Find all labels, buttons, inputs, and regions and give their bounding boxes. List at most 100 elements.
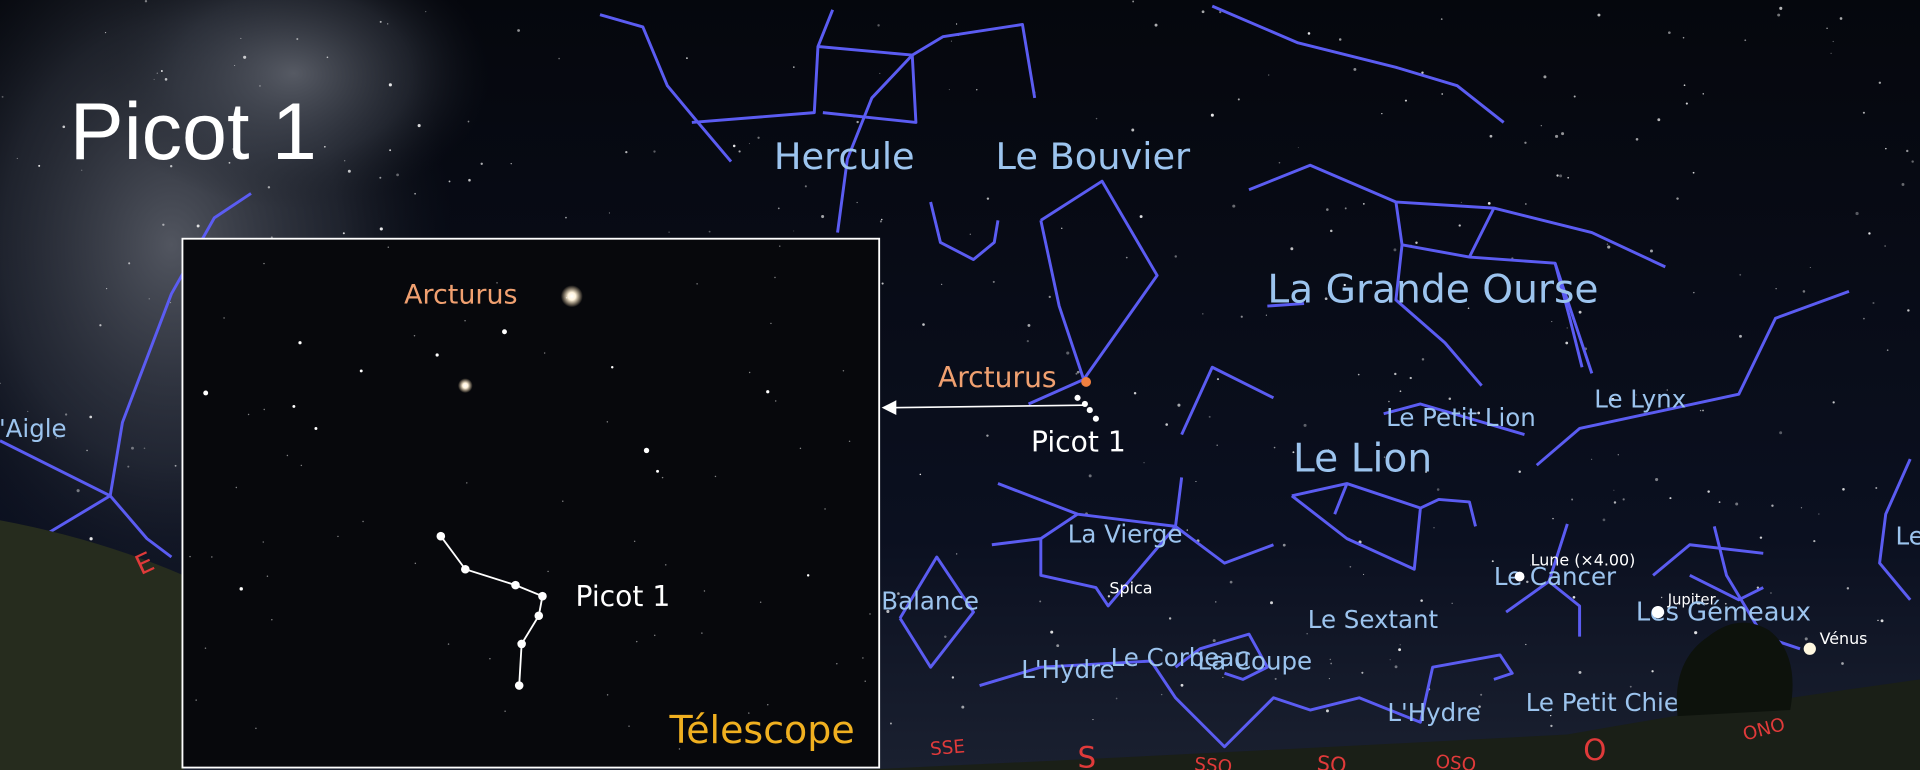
star	[197, 225, 200, 228]
star	[881, 219, 883, 221]
star	[1461, 202, 1462, 203]
star	[1833, 41, 1834, 42]
star	[327, 56, 329, 58]
star	[1613, 490, 1614, 491]
star	[243, 56, 246, 59]
sky-label: La Vierge	[1068, 519, 1183, 548]
star	[149, 298, 150, 299]
star	[1863, 112, 1865, 114]
star	[970, 234, 971, 235]
star	[106, 288, 107, 289]
faint-star	[504, 711, 505, 712]
faint-star	[271, 619, 272, 620]
faint-star	[767, 704, 768, 705]
star	[1161, 694, 1162, 695]
star	[1775, 288, 1776, 289]
sky-label: L'Hydre	[1021, 655, 1114, 684]
star	[1840, 17, 1843, 20]
faint-star	[189, 556, 190, 557]
star	[268, 186, 270, 188]
star	[1623, 498, 1625, 500]
star	[1061, 228, 1062, 229]
star	[1771, 505, 1773, 507]
sky-label: Le	[1896, 522, 1920, 551]
star	[348, 170, 351, 173]
faint-star	[800, 448, 801, 449]
faint-star	[779, 245, 780, 246]
faint-star	[775, 400, 776, 401]
star	[1810, 267, 1811, 268]
star	[1093, 416, 1099, 422]
star	[127, 466, 129, 468]
star	[468, 179, 471, 182]
star	[1241, 316, 1243, 318]
star	[1082, 401, 1088, 407]
star	[1361, 672, 1363, 674]
inset-star	[203, 391, 208, 396]
star	[805, 185, 807, 187]
compass-label: S	[1078, 741, 1097, 770]
star	[1779, 7, 1782, 10]
star	[1075, 373, 1077, 375]
star	[1266, 315, 1267, 316]
compass-label: OSO	[1435, 752, 1477, 770]
arcturus-marker	[1081, 377, 1091, 387]
faint-star	[544, 352, 545, 353]
star	[941, 284, 942, 285]
faint-star	[760, 602, 761, 603]
sky-label: Arcturus	[938, 361, 1057, 394]
star	[1651, 670, 1653, 672]
star	[877, 24, 879, 26]
star	[1449, 397, 1451, 399]
star	[1074, 395, 1080, 401]
compass-label: O	[1583, 733, 1606, 767]
star	[1525, 203, 1527, 205]
star	[1550, 725, 1552, 727]
telescope-inset: Arcturus Picot 1 Télescope	[182, 239, 879, 768]
slide-title: Picot 1	[70, 87, 317, 177]
star	[1719, 501, 1721, 503]
star	[956, 553, 957, 554]
star	[1875, 487, 1877, 489]
star	[240, 38, 241, 39]
star	[1116, 698, 1118, 700]
star	[162, 224, 164, 226]
star	[1096, 118, 1097, 119]
star	[952, 676, 954, 678]
star	[1420, 599, 1423, 602]
star	[993, 281, 995, 283]
star	[1668, 31, 1671, 34]
compass-label: SO	[1316, 751, 1348, 770]
sky-label: L'Hydre	[1387, 698, 1480, 727]
star	[653, 150, 655, 152]
star	[856, 202, 857, 203]
star	[565, 217, 567, 219]
star	[1050, 631, 1053, 634]
sky-label: Le Petit Lion	[1386, 403, 1536, 432]
star	[1614, 501, 1616, 503]
star	[1574, 95, 1576, 97]
star	[1694, 631, 1697, 634]
inset-star	[292, 405, 295, 408]
star	[380, 21, 382, 23]
faint-star	[464, 320, 465, 321]
inset-star	[807, 574, 809, 576]
star	[1826, 28, 1827, 29]
star	[1390, 659, 1391, 660]
star	[1744, 39, 1746, 41]
star	[1842, 488, 1845, 491]
star	[1195, 481, 1196, 482]
faint-star	[634, 541, 635, 542]
faint-star	[715, 476, 716, 477]
star	[1524, 142, 1526, 144]
star	[1202, 313, 1203, 314]
sky-view: HerculeLe BouvierLa Grande OurseArcturus…	[0, 0, 1920, 770]
star	[1181, 684, 1184, 687]
inset-star	[298, 341, 301, 344]
star	[145, 0, 147, 2]
star	[1092, 719, 1093, 720]
star	[1567, 177, 1569, 179]
star	[1268, 74, 1269, 75]
star	[1735, 503, 1738, 506]
star	[1459, 224, 1461, 226]
